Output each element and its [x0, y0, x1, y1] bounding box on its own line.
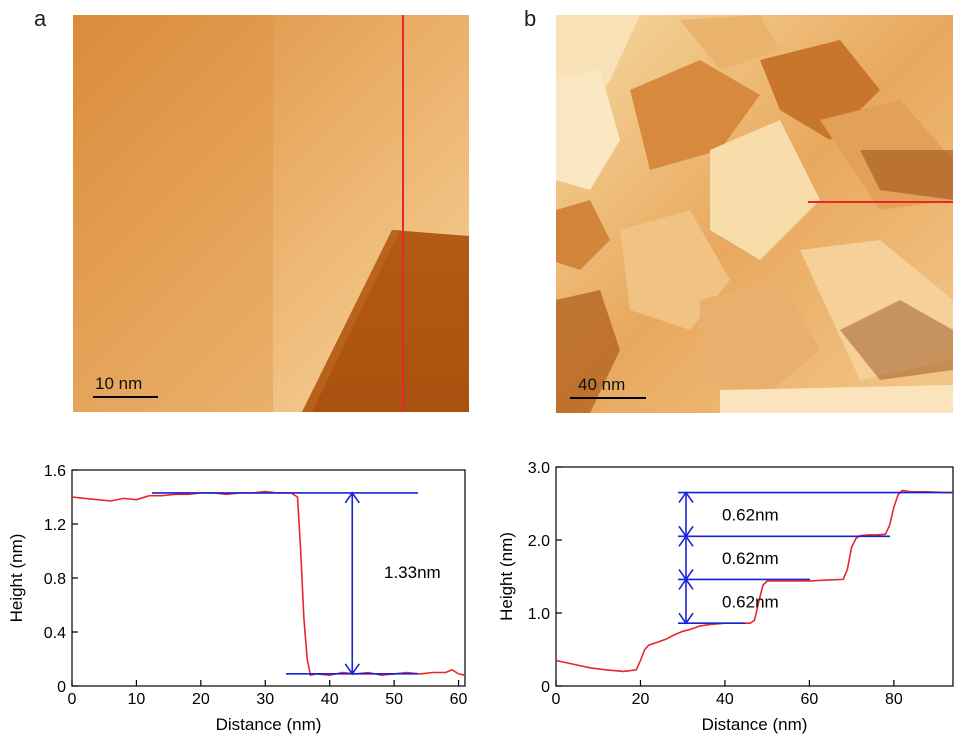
scale-bar-label-b: 40 nm [578, 375, 625, 394]
arrow-head-bottom [678, 612, 694, 625]
y-tick-label: 1.6 [44, 463, 66, 480]
y-tick-label: 0 [57, 679, 66, 696]
arrow-head-top [344, 491, 360, 504]
y-tick-label: 0.8 [44, 571, 66, 588]
y-tick-label: 0 [541, 679, 550, 696]
x-axis-label: Distance (nm) [216, 715, 322, 734]
x-tick-label: 60 [801, 691, 819, 708]
y-axis-label: Height (nm) [497, 532, 516, 621]
x-tick-label: 20 [192, 691, 210, 708]
panel-a-label: a [34, 6, 47, 31]
afm-image-a [73, 15, 469, 412]
x-tick-label: 60 [450, 691, 468, 708]
scale-bar-label-a: 10 nm [95, 374, 142, 393]
step-height-label: 1.33nm [384, 563, 441, 582]
x-tick-label: 80 [885, 691, 903, 708]
plot-frame [555, 466, 954, 687]
x-tick-label: 0 [68, 691, 77, 708]
x-tick-label: 40 [321, 691, 339, 708]
x-tick-label: 30 [256, 691, 274, 708]
x-axis-label: Distance (nm) [702, 715, 808, 734]
x-tick-label: 40 [716, 691, 734, 708]
arrow-head-top [678, 578, 694, 590]
x-tick-label: 0 [552, 691, 561, 708]
panel-b-label: b [524, 6, 537, 31]
step-height-label: 0.62nm [722, 549, 779, 568]
height-profile-line [71, 490, 466, 677]
step-height-label: 0.62nm [722, 505, 779, 524]
x-tick-label: 10 [128, 691, 146, 708]
y-tick-label: 3.0 [528, 460, 550, 477]
y-axis-label: Height (nm) [7, 534, 26, 623]
arrow-head-top [678, 491, 694, 504]
height-profile-chart-a: 0 10 20 30 40 50 60 0 0.4 0.8 1.2 1.6 Distance (nm) H… [7, 463, 468, 734]
height-profile-line [555, 489, 953, 673]
arrow-head-top [678, 534, 694, 547]
x-tick-label: 50 [385, 691, 403, 708]
y-tick-label: 2.0 [528, 533, 550, 550]
y-tick-label: 0.4 [44, 625, 66, 642]
y-tick-label: 1.2 [44, 517, 66, 534]
arrow-head-bottom [344, 663, 360, 676]
afm-image-b [556, 15, 953, 413]
x-tick-label: 20 [632, 691, 650, 708]
height-profile-chart-b: 0 20 40 60 80 0 1.0 2.0 3.0 Distance (nm) Height (… [497, 460, 954, 734]
step-height-label: 0.62nm [722, 592, 779, 611]
y-tick-label: 1.0 [528, 606, 550, 623]
